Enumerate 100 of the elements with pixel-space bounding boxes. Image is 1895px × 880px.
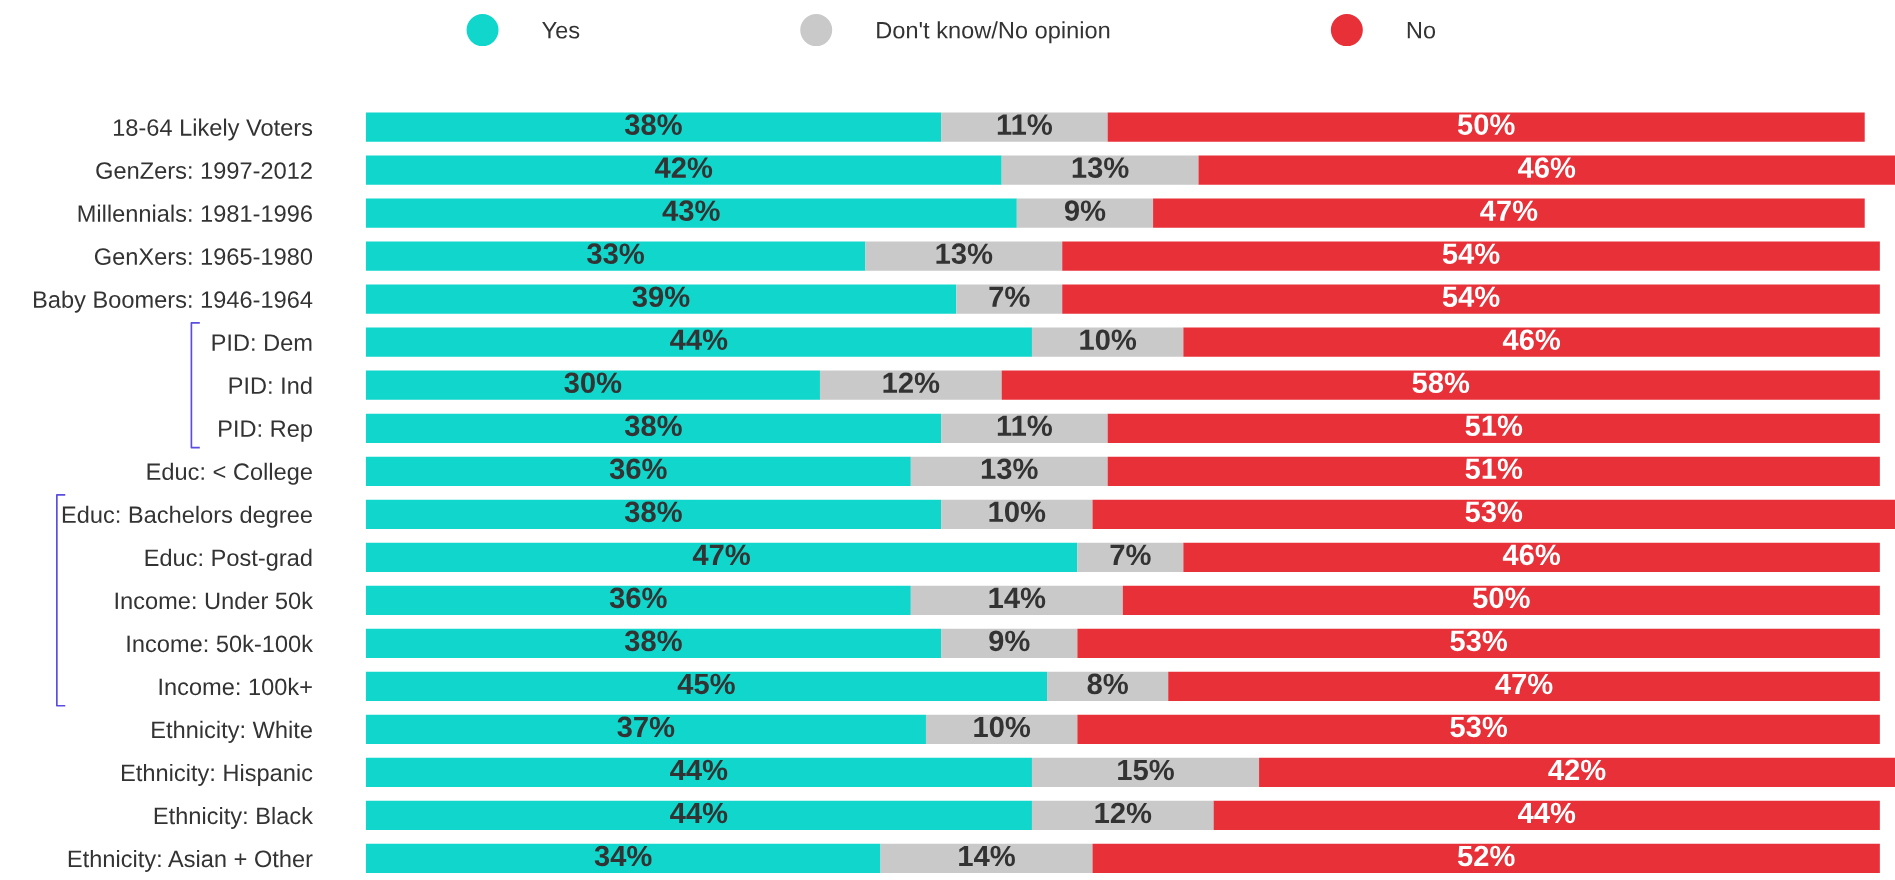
data-label: 42% (1548, 759, 1606, 781)
y-tick-label: Educ: Bachelors degree (62, 505, 312, 528)
data-label: 44% (670, 759, 728, 781)
y-tick-label: GenZers: 1997-2012 (96, 162, 312, 179)
data-label: 53% (1465, 501, 1523, 523)
bar (1077, 714, 1880, 745)
data-label: 50% (1473, 587, 1530, 609)
data-label: 13% (1072, 157, 1129, 178)
y-tick-label: GenXers: 1965-1980 (94, 248, 313, 265)
legend-label: Yes (542, 22, 580, 39)
bar (1122, 585, 1880, 615)
data-label: 54% (1442, 286, 1500, 308)
data-label: 13% (981, 458, 1038, 480)
bar (1259, 757, 1895, 788)
data-label: 9% (989, 630, 1030, 652)
y-tick-label: Income: Under 50k (115, 591, 313, 610)
data-label: 33% (587, 243, 644, 265)
bar (910, 456, 1108, 486)
data-label: 46% (1502, 329, 1561, 351)
data-label: 38% (624, 415, 682, 437)
data-label: 46% (1518, 157, 1576, 178)
bar (1001, 155, 1199, 185)
data-label: 38% (624, 501, 682, 523)
bar (1153, 198, 1865, 228)
bar (365, 327, 1032, 357)
bar (1213, 800, 1880, 831)
data-label: 12% (883, 372, 940, 394)
data-label: 37% (617, 716, 675, 738)
y-tick-label: 18-64 Likely Voters (113, 118, 313, 141)
bar (365, 413, 942, 443)
bar (365, 757, 1032, 788)
y-tick-label: PID: Ind (229, 376, 312, 395)
data-label: 13% (936, 243, 993, 265)
y-tick-label: Baby Boomers: 1946-1964 (34, 290, 313, 313)
data-label: 38% (624, 630, 682, 652)
bar (1062, 284, 1880, 314)
data-label: 44% (670, 329, 728, 350)
bar (365, 370, 820, 400)
data-label: 14% (959, 845, 1015, 867)
data-label: 8% (1087, 673, 1128, 695)
y-tick-label: Ethnicity: Black (154, 806, 313, 829)
bar (365, 198, 1017, 228)
bar (1107, 112, 1865, 142)
bar (1031, 757, 1260, 788)
bar (1107, 456, 1880, 486)
data-label: 44% (1518, 802, 1576, 824)
data-label: 11% (997, 415, 1052, 437)
data-label: 50% (1457, 114, 1515, 135)
data-label: 11% (997, 114, 1052, 135)
data-label: 12% (1095, 802, 1152, 824)
bar (865, 241, 1063, 271)
data-label: 39% (632, 286, 690, 308)
data-label: 51% (1465, 458, 1523, 480)
bar (910, 585, 1123, 615)
bar (365, 585, 911, 615)
data-label: 43% (662, 200, 720, 222)
bar (1077, 628, 1880, 659)
data-label: 51% (1465, 415, 1523, 437)
bar (1168, 671, 1880, 702)
bar (365, 714, 926, 745)
y-tick-label: PID: Rep (219, 420, 312, 442)
data-label: 53% (1450, 630, 1508, 652)
y-tick-label: Income: 100k+ (159, 677, 312, 696)
data-label: 47% (1495, 673, 1553, 695)
bar (365, 456, 911, 486)
data-label: 7% (1110, 544, 1151, 566)
bar (941, 413, 1108, 443)
bar (365, 155, 1002, 185)
data-label: 14% (989, 587, 1046, 609)
data-label: 54% (1442, 243, 1500, 265)
data-label: 9% (1064, 200, 1106, 221)
data-label: 38% (624, 114, 682, 135)
data-label: 30% (564, 372, 622, 394)
bar (1183, 327, 1880, 357)
y-tick-label: Millennials: 1981-1996 (78, 204, 312, 222)
legend-label: No (1407, 22, 1436, 39)
data-label: 44% (670, 802, 728, 824)
data-label: 34% (594, 845, 652, 867)
bar (365, 241, 866, 271)
data-label: 46% (1502, 544, 1561, 566)
data-label: 58% (1412, 372, 1470, 394)
data-label: 10% (1080, 329, 1137, 351)
y-tick-label: Ethnicity: Asian + Other (68, 849, 313, 872)
data-label: 52% (1457, 845, 1515, 867)
y-tick-label: Ethnicity: White (152, 720, 312, 743)
data-label: 42% (654, 157, 713, 178)
bar (365, 499, 942, 529)
bar (880, 843, 1093, 874)
y-tick-label: Educ: < College (147, 462, 312, 485)
bar (1092, 843, 1880, 874)
bar (941, 112, 1108, 142)
bar (365, 542, 1078, 572)
y-tick-label: Income: 50k-100k (127, 634, 313, 653)
bar (365, 284, 957, 314)
legend-label: Don't know/No opinion (877, 21, 1110, 44)
y-tick-label: PID: Dem (212, 334, 312, 352)
bar (1092, 499, 1895, 529)
data-label: 15% (1118, 759, 1174, 781)
data-label: 36% (609, 587, 667, 609)
y-tick-label: Ethnicity: Hispanic (122, 763, 313, 786)
